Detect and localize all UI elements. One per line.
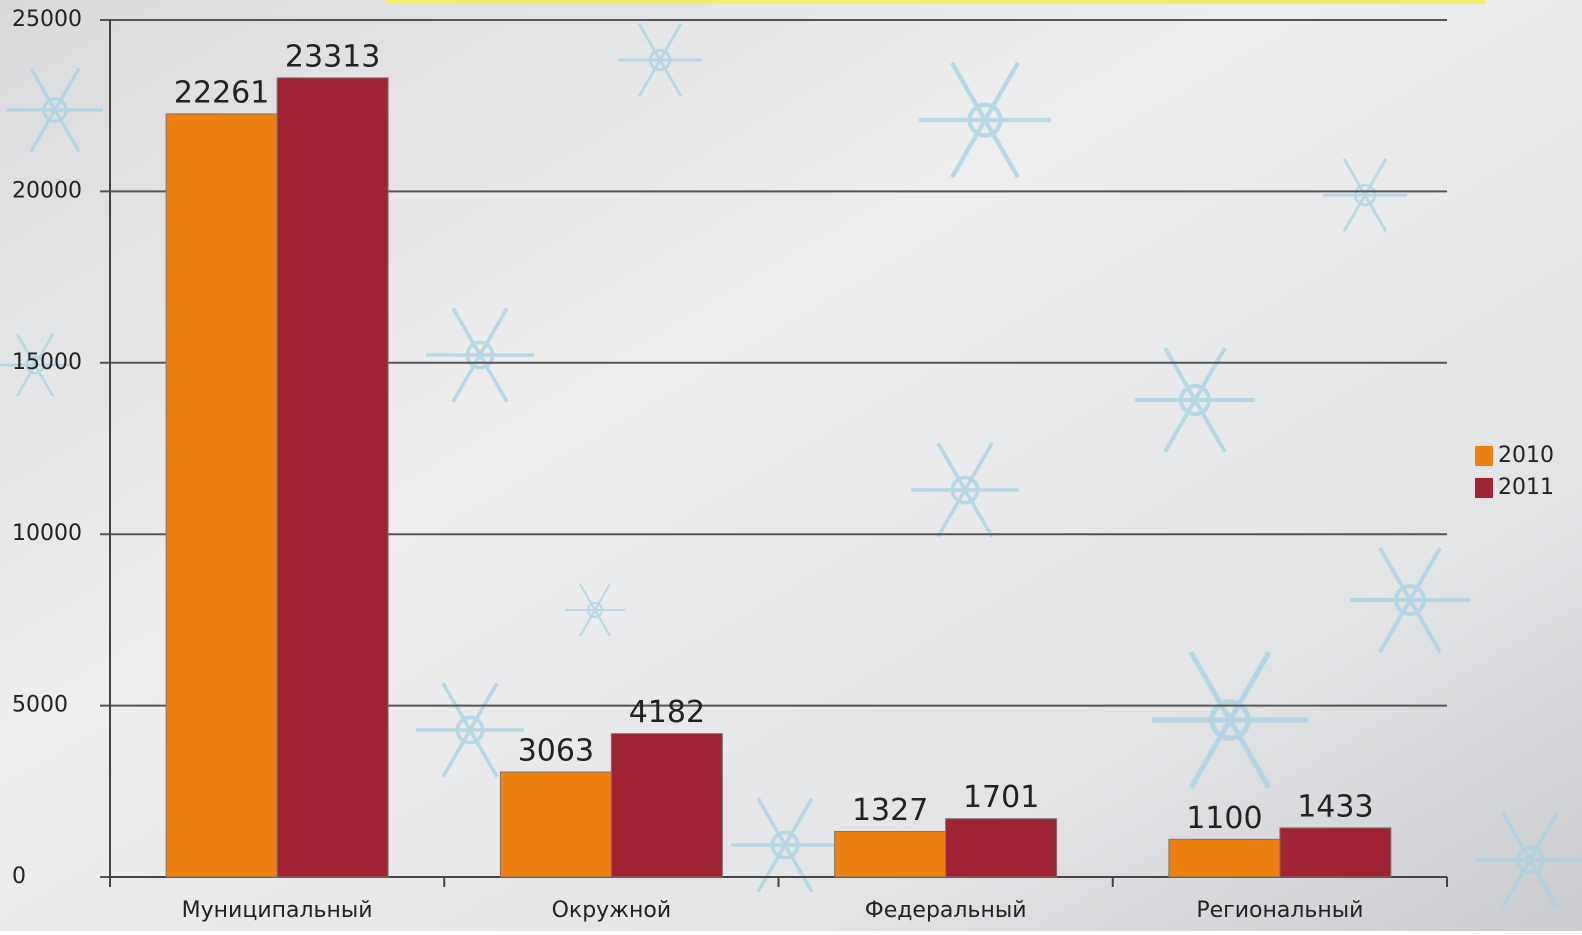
legend-label: 2011 <box>1498 475 1554 500</box>
value-label: 1433 <box>1297 789 1373 824</box>
value-label: 1327 <box>852 793 928 828</box>
y-tick-label: 20000 <box>12 178 82 203</box>
x-tick-label: Муниципальный <box>182 898 373 923</box>
value-label: 22261 <box>174 75 269 110</box>
value-label: 23313 <box>285 39 380 74</box>
y-tick-label: 0 <box>12 864 26 889</box>
x-tick-label: Региональный <box>1196 898 1363 923</box>
bar <box>499 771 612 878</box>
legend-label: 2010 <box>1498 443 1554 468</box>
value-label: 4182 <box>629 695 705 730</box>
top-strip <box>385 0 1485 4</box>
bar <box>165 113 278 878</box>
bar <box>610 733 723 878</box>
value-label: 1701 <box>963 780 1039 815</box>
value-label: 3063 <box>518 734 594 769</box>
legend-swatch <box>1475 446 1493 466</box>
bar <box>276 77 389 878</box>
y-tick-label: 15000 <box>12 350 82 375</box>
y-tick-label: 10000 <box>12 521 82 546</box>
y-tick-label: 25000 <box>12 7 82 32</box>
bar <box>834 831 947 878</box>
x-tick-label: Окружной <box>552 898 672 923</box>
bar <box>945 818 1058 878</box>
bar <box>1279 827 1392 878</box>
value-label: 1100 <box>1186 801 1262 836</box>
bar <box>1168 838 1281 878</box>
x-tick-label: Федеральный <box>865 898 1027 923</box>
legend-swatch <box>1475 478 1493 498</box>
y-tick-label: 5000 <box>12 693 68 718</box>
